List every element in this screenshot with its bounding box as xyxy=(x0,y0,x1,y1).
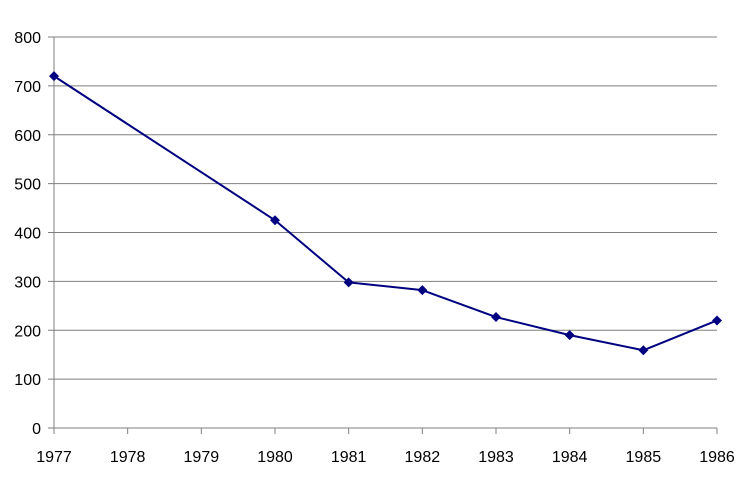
data-point xyxy=(491,312,501,323)
data-point xyxy=(49,71,59,82)
x-tick-label: 1979 xyxy=(184,449,220,466)
data-point xyxy=(564,330,575,341)
grid-lines xyxy=(54,36,717,380)
x-tick-label: 1982 xyxy=(405,449,441,466)
data-point xyxy=(712,315,722,326)
y-tick-label: 200 xyxy=(14,323,41,340)
x-tick-label: 1984 xyxy=(552,449,588,466)
y-tick-label: 100 xyxy=(14,372,41,389)
y-tick-label: 800 xyxy=(14,30,41,47)
y-tick-label: 700 xyxy=(14,79,41,96)
data-point xyxy=(417,285,428,296)
y-tick-label: 500 xyxy=(14,177,41,194)
data-point xyxy=(270,215,280,226)
x-tick-label: 1977 xyxy=(36,449,72,466)
x-tick-label: 1978 xyxy=(110,449,146,466)
y-axis-tick-labels: 0 100 200 300 400 500 600 700 800 xyxy=(14,30,41,438)
y-tick-label: 300 xyxy=(14,274,41,291)
y-tick-label: 0 xyxy=(32,421,41,438)
data-series xyxy=(49,71,722,356)
x-tick-label: 1981 xyxy=(331,449,367,466)
data-point xyxy=(638,345,649,356)
data-point xyxy=(343,277,354,288)
y-tick-label: 600 xyxy=(14,128,41,145)
y-tick-label: 400 xyxy=(14,226,41,243)
series-line xyxy=(53,75,718,352)
axes xyxy=(48,36,718,434)
x-tick-label: 1985 xyxy=(626,449,662,466)
x-tick-label: 1983 xyxy=(478,449,514,466)
x-tick-label: 1986 xyxy=(699,449,735,466)
x-tick-label: 1980 xyxy=(257,449,293,466)
x-axis-tick-labels: 1977 1978 1979 1980 1981 1982 1983 1984 1985 1986 xyxy=(36,449,735,466)
